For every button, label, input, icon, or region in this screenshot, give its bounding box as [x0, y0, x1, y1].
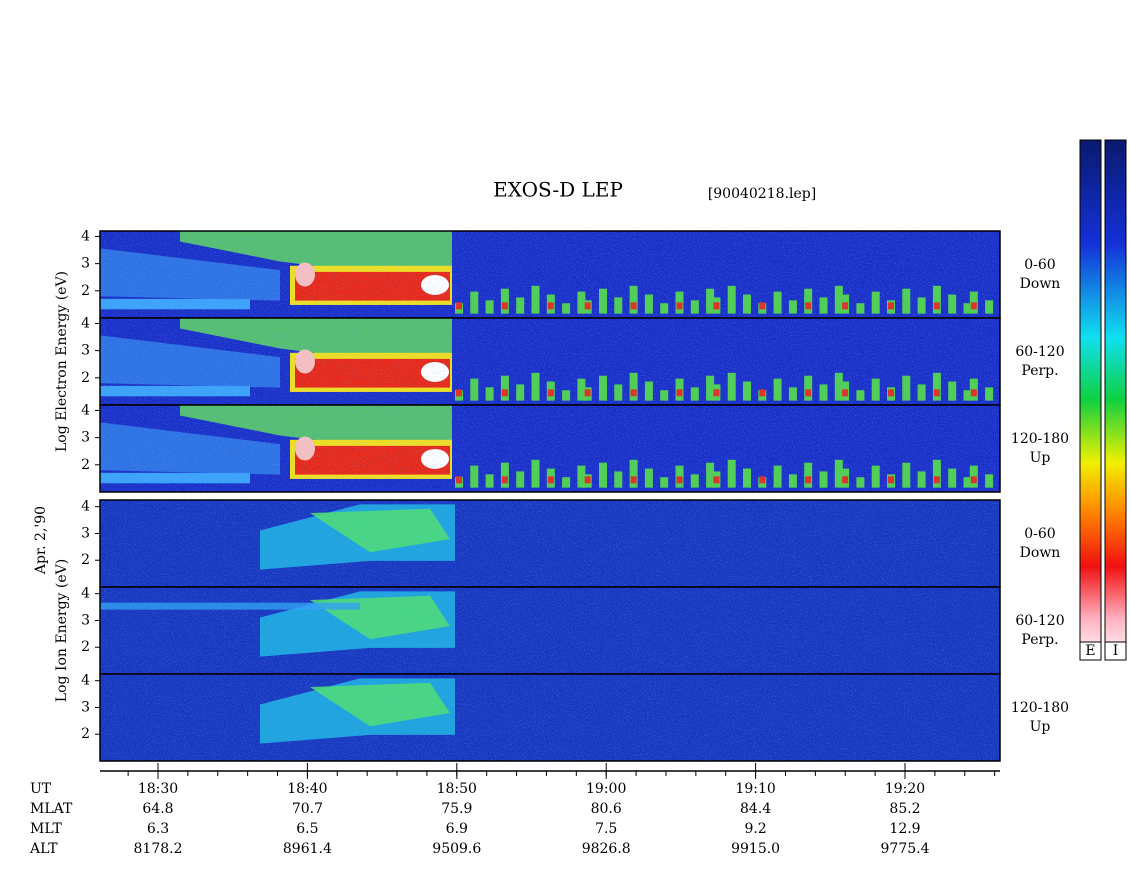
colorbar-label: E: [1085, 643, 1095, 659]
y-tick-label: 2: [81, 457, 90, 473]
spectro-patch: [1016, 384, 1024, 400]
y-tick-label: 2: [81, 552, 90, 568]
file-label: [90040218.lep]: [708, 186, 816, 202]
side-label: Up: [1030, 450, 1051, 466]
row-value: 70.7: [292, 801, 323, 817]
side-label: 0-60: [1024, 257, 1055, 273]
spectro-patch: [1017, 302, 1023, 309]
side-label: Perp.: [1021, 632, 1058, 648]
spectro-patch: [1017, 389, 1023, 396]
noise: [100, 318, 1000, 405]
side-label: Down: [1020, 276, 1061, 292]
spectro-patch: [1016, 471, 1024, 487]
noise: [100, 405, 1000, 492]
noise: [100, 587, 1000, 674]
side-label: Up: [1030, 719, 1051, 735]
spectrogram: [100, 587, 1000, 674]
row-value: 9826.8: [582, 841, 631, 857]
y-tick-label: 3: [81, 525, 90, 541]
y-tick-label: 2: [81, 726, 90, 742]
row-name: MLAT: [30, 801, 73, 817]
colorbar-label-box: [1104, 641, 1127, 661]
spectrogram: [100, 231, 1024, 318]
y-tick-label: 3: [81, 612, 90, 628]
spectro-patch: [1000, 289, 1008, 314]
row-value: 19:00: [586, 781, 626, 797]
row-value: 7.5: [595, 821, 617, 837]
row-value: 6.9: [446, 821, 468, 837]
y-tick-label: 2: [81, 283, 90, 299]
y-tick-label: 4: [81, 228, 90, 244]
colorbar-label-box: [1079, 641, 1102, 661]
row-value: 8961.4: [283, 841, 332, 857]
y-tick-label: 3: [81, 343, 90, 359]
side-label: 0-60: [1024, 526, 1055, 542]
row-value: 9915.0: [731, 841, 780, 857]
row-name: ALT: [29, 841, 58, 857]
noise: [100, 674, 1000, 761]
row-value: 19:20: [885, 781, 925, 797]
row-value: 9.2: [744, 821, 766, 837]
row-value: 80.6: [591, 801, 622, 817]
spectro-patch: [1016, 297, 1024, 313]
side-label: 60-120: [1015, 613, 1064, 629]
side-label: Down: [1020, 545, 1061, 561]
noise: [100, 231, 1000, 318]
row-name: MLT: [30, 821, 62, 837]
row-value: 6.5: [296, 821, 318, 837]
row-value: 84.4: [740, 801, 771, 817]
row-value: 85.2: [889, 801, 920, 817]
side-label: 60-120: [1015, 344, 1064, 360]
spectrogram: [100, 318, 1024, 405]
spectrogram: [100, 405, 1024, 492]
title: EXOS-D LEP: [493, 178, 623, 202]
y-tick-label: 2: [81, 639, 90, 655]
row-value: 8178.2: [134, 841, 183, 857]
row-value: 18:50: [437, 781, 477, 797]
y-tick-label: 3: [81, 699, 90, 715]
date-label: Apr. 2,'90: [33, 506, 49, 575]
row-value: 18:40: [287, 781, 327, 797]
colorbar-label: I: [1113, 643, 1119, 659]
y-axis-label: Log Ion Energy (eV): [54, 559, 70, 702]
y-tick-label: 3: [81, 256, 90, 272]
row-value: 64.8: [142, 801, 173, 817]
row-value: 19:10: [735, 781, 775, 797]
y-tick-label: 3: [81, 430, 90, 446]
row-value: 9775.4: [881, 841, 930, 857]
spectro-patch: [1017, 476, 1023, 483]
spectrogram: [100, 500, 1000, 587]
y-axis-label: Log Electron Energy (eV): [54, 271, 70, 452]
panel-frame: [99, 404, 1001, 493]
noise: [100, 500, 1000, 587]
row-value: 12.9: [889, 821, 920, 837]
row-value: 75.9: [441, 801, 472, 817]
row-value: 6.3: [147, 821, 169, 837]
colorbar: [1079, 139, 1102, 661]
side-label: Perp.: [1021, 363, 1058, 379]
row-name: UT: [30, 781, 52, 797]
y-tick-label: 4: [81, 673, 90, 689]
spectrogram: [100, 674, 1000, 761]
y-tick-label: 4: [81, 402, 90, 418]
y-tick-label: 4: [81, 315, 90, 331]
colorbar: [1104, 139, 1127, 661]
y-tick-label: 4: [81, 586, 90, 602]
row-value: 18:30: [138, 781, 178, 797]
spectro-patch: [1000, 376, 1008, 401]
y-tick-label: 4: [81, 499, 90, 515]
spectro-patch: [1000, 463, 1008, 488]
side-label: 120-180: [1011, 700, 1069, 716]
row-value: 9509.6: [432, 841, 481, 857]
side-label: 120-180: [1011, 431, 1069, 447]
y-tick-label: 2: [81, 370, 90, 386]
panel-frame: [99, 673, 1001, 762]
